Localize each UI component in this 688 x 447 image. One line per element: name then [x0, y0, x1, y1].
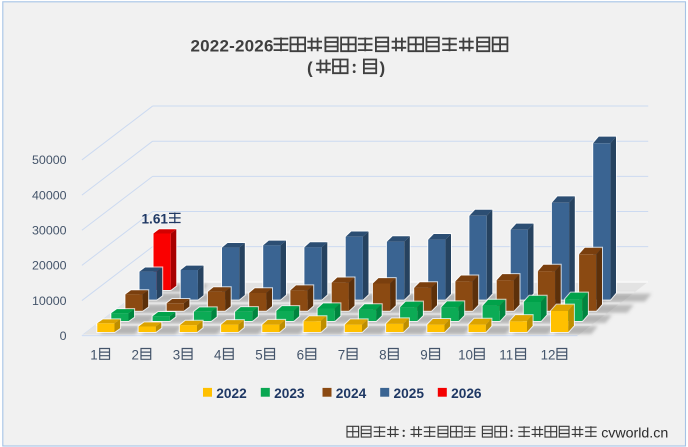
svg-text:6: 6 [297, 348, 304, 363]
svg-text:2: 2 [132, 348, 139, 363]
svg-text:12: 12 [541, 348, 556, 363]
svg-text:1.61: 1.61 [142, 212, 169, 227]
svg-text:4: 4 [214, 348, 222, 363]
svg-text:9: 9 [420, 348, 427, 363]
svg-text:2026: 2026 [451, 386, 482, 401]
svg-text:10: 10 [458, 348, 473, 363]
svg-text:7: 7 [338, 348, 345, 363]
svg-text:3: 3 [173, 348, 180, 363]
svg-text:8: 8 [379, 348, 386, 363]
svg-text:30000: 30000 [32, 224, 67, 238]
svg-text:2022: 2022 [216, 386, 247, 401]
svg-text:): ) [380, 59, 386, 78]
svg-text:10000: 10000 [32, 294, 67, 308]
svg-text:5: 5 [255, 348, 262, 363]
svg-text:0: 0 [60, 329, 67, 343]
svg-text:50000: 50000 [32, 153, 67, 167]
svg-text:2025: 2025 [394, 386, 425, 401]
svg-text:2022-2026: 2022-2026 [191, 37, 274, 56]
svg-text:40000: 40000 [32, 188, 67, 202]
svg-text:cvworld.cn: cvworld.cn [601, 425, 668, 441]
svg-text:2024: 2024 [336, 386, 367, 401]
svg-text:(: ( [307, 59, 313, 78]
svg-text:2023: 2023 [274, 386, 305, 401]
svg-text:11: 11 [499, 348, 513, 363]
svg-text:20000: 20000 [32, 259, 67, 273]
svg-text:1: 1 [90, 348, 97, 363]
